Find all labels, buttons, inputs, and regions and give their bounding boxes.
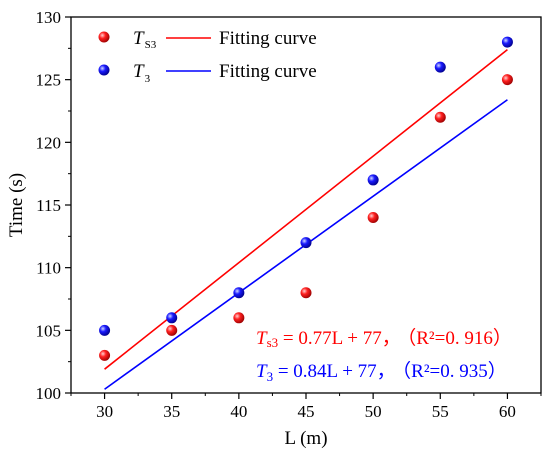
- x-axis-title: L (m): [284, 428, 327, 449]
- legend-marker-series-2: [98, 64, 110, 76]
- y-tick-label: 100: [36, 384, 62, 403]
- data-point-series-2: [501, 36, 513, 48]
- legend-label-series-2: T3: [133, 61, 151, 85]
- fit-line-series-1: [104, 48, 508, 370]
- data-point-series-1: [434, 111, 446, 123]
- data-point-series-2: [367, 174, 379, 186]
- data-point-series-1: [99, 349, 111, 361]
- data-point-series-1: [367, 212, 379, 224]
- y-tick-label: 110: [36, 259, 61, 278]
- x-tick-label: 40: [230, 402, 247, 421]
- x-tick-label: 35: [163, 402, 180, 421]
- data-point-series-1: [300, 287, 312, 299]
- y-axis: 100 105 110 115 120 125 130: [36, 8, 71, 403]
- legend-fit-label-series-1: Fitting curve: [219, 28, 317, 49]
- y-tick-label: 105: [36, 321, 62, 340]
- data-point-series-1: [233, 312, 245, 324]
- x-tick-label: 45: [298, 402, 315, 421]
- data-point-series-2: [434, 61, 446, 73]
- x-tick-label: 55: [432, 402, 449, 421]
- y-tick-label: 130: [36, 8, 62, 27]
- equation-series-1: Ts3 = 0.77L + 77， （R²=0. 916）: [256, 327, 512, 350]
- legend-label-series-1: TS3: [133, 28, 157, 51]
- x-tick-label: 50: [365, 402, 382, 421]
- x-tick-label: 30: [96, 402, 113, 421]
- data-point-series-2: [300, 237, 312, 249]
- equation-series-2: T3 = 0.84L + 77， （R²=0. 935）: [256, 360, 507, 384]
- y-tick-label: 115: [36, 196, 61, 215]
- data-point-series-2: [99, 324, 111, 336]
- data-point-series-1: [501, 74, 513, 86]
- data-point-series-2: [233, 287, 245, 299]
- y-tick-label: 125: [36, 71, 62, 90]
- legend: TS3 Fitting curve T3 Fitting curve: [98, 28, 317, 85]
- x-axis: 30 35 40 45 50 55 60: [70, 393, 542, 421]
- y-tick-label: 120: [36, 133, 62, 152]
- data-point-series-2: [166, 312, 178, 324]
- legend-entry-series-1: TS3 Fitting curve: [98, 28, 317, 51]
- data-points: [99, 36, 513, 361]
- legend-entry-series-2: T3 Fitting curve: [98, 61, 317, 85]
- x-tick-label: 60: [499, 402, 516, 421]
- legend-marker-series-1: [98, 31, 110, 43]
- legend-fit-label-series-2: Fitting curve: [219, 61, 317, 82]
- data-point-series-1: [166, 324, 178, 336]
- y-axis-title: Time (s): [6, 173, 27, 237]
